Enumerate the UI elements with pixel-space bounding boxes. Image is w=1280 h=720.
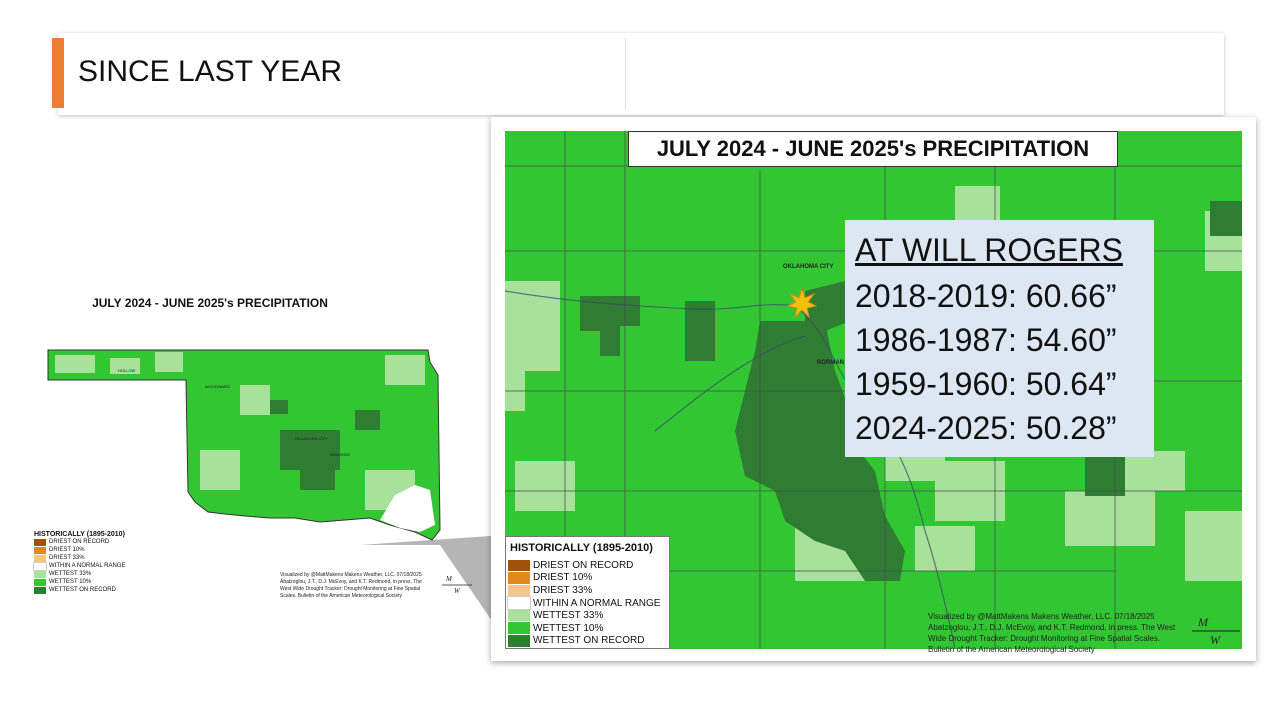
legend-item: DRIEST 10%	[34, 546, 125, 554]
legend-item: DRIEST ON RECORD	[34, 538, 125, 546]
legend-swatch	[34, 554, 46, 562]
legend-swatch	[34, 578, 46, 586]
legend-swatch	[508, 572, 530, 584]
legend-label: WETTEST 10%	[49, 579, 92, 585]
legend-item: WETTEST ON RECORD	[34, 586, 125, 594]
legend-label: WETTEST ON RECORD	[533, 635, 645, 647]
legend-label: DRIEST 10%	[533, 572, 593, 584]
legend-label: WETTEST 33%	[533, 610, 604, 622]
stats-row: 2018-2019: 60.66”	[855, 278, 1117, 314]
svg-text:W: W	[1210, 633, 1221, 647]
legend-label: WITHIN A NORMAL RANGE	[49, 563, 126, 569]
legend-swatch	[34, 586, 46, 594]
stats-row: 1959-1960: 50.64”	[855, 366, 1117, 402]
svg-text:SHAWNEE: SHAWNEE	[330, 452, 350, 457]
legend-item: DRIEST 10%	[508, 572, 660, 585]
city-label-oklahoma-city: OKLAHOMA CITY	[783, 264, 833, 270]
legend-item: WETTEST 33%	[508, 609, 660, 622]
legend-label: DRIEST 33%	[49, 555, 85, 561]
svg-text:WOODWARD: WOODWARD	[205, 384, 230, 389]
will-rogers-starburst-icon	[786, 287, 818, 319]
title-accent-bar	[52, 38, 64, 108]
legend-item: DRIEST 33%	[34, 554, 125, 562]
big-map-legend: HISTORICALLY (1895-2010) DRIEST ON RECOR…	[505, 536, 670, 649]
small-map-title: JULY 2024 - JUNE 2025's PRECIPITATION	[92, 296, 328, 310]
legend-swatch	[33, 561, 47, 571]
svg-text:W: W	[454, 587, 461, 595]
small-legend-title: HISTORICALLY (1895-2010)	[34, 531, 125, 538]
svg-text:M: M	[445, 575, 453, 583]
legend-label: WETTEST 10%	[533, 622, 604, 634]
legend-item: DRIEST ON RECORD	[508, 559, 660, 572]
legend-item: WETTEST ON RECORD	[508, 635, 660, 648]
city-label-norman: NORMAN	[817, 360, 844, 366]
legend-label: DRIEST ON RECORD	[533, 559, 634, 571]
big-map-title: JULY 2024 - JUNE 2025's PRECIPITATION	[628, 131, 1118, 167]
legend-item: WETTEST 10%	[34, 578, 125, 586]
legend-swatch	[508, 609, 530, 622]
legend-label: WETTEST ON RECORD	[49, 587, 116, 593]
legend-swatch	[508, 635, 530, 647]
will-rogers-stats-box: AT WILL ROGERS 2018-2019: 60.66” 1986-19…	[845, 220, 1154, 457]
legend-swatch	[508, 559, 530, 572]
legend-label: DRIEST ON RECORD	[49, 539, 110, 545]
title-bar	[58, 33, 1224, 115]
big-map-credit: Visualized by @MattMakens Makens Weather…	[928, 612, 1176, 654]
small-map-credit: Visualized by @MattMakens Makens Weather…	[280, 572, 422, 599]
legend-item: WITHIN A NORMAL RANGE	[507, 596, 661, 610]
stats-row: 2024-2025: 50.28”	[855, 410, 1117, 446]
legend-item: DRIEST 33%	[508, 584, 660, 597]
big-legend-title: HISTORICALLY (1895-2010)	[510, 542, 653, 554]
stats-row: 1986-1987: 54.60”	[855, 322, 1117, 358]
legend-swatch	[34, 546, 46, 554]
legend-label: DRIEST 10%	[49, 547, 85, 553]
svg-text:M: M	[1197, 615, 1209, 629]
small-map-state-shape	[47, 349, 441, 541]
slide-title: SINCE LAST YEAR	[78, 55, 342, 88]
stats-heading: AT WILL ROGERS	[855, 232, 1123, 268]
legend-label: WETTEST 33%	[49, 571, 92, 577]
small-map-logo-icon: M W	[442, 575, 472, 595]
legend-swatch	[34, 538, 46, 546]
small-map-legend: HISTORICALLY (1895-2010) DRIEST ON RECOR…	[33, 531, 126, 594]
legend-swatch	[508, 584, 530, 597]
legend-item: WETTEST 10%	[508, 622, 660, 635]
title-divider	[625, 38, 626, 110]
legend-label: WITHIN A NORMAL RANGE	[533, 597, 661, 609]
legend-label: DRIEST 33%	[533, 584, 593, 596]
svg-text:OKLAHOMA CITY: OKLAHOMA CITY	[295, 436, 328, 441]
legend-swatch	[508, 622, 530, 635]
legend-swatch	[34, 570, 46, 578]
legend-item: WETTEST 33%	[34, 570, 125, 578]
legend-item: WITHIN A NORMAL RANGE	[33, 561, 126, 571]
small-oklahoma-map: JULY 2024 - JUNE 2025's PRECIPITATION HO…	[47, 296, 441, 541]
legend-swatch	[507, 596, 531, 610]
svg-text:HOLLOW: HOLLOW	[118, 368, 136, 373]
big-map-logo-icon: M W	[1192, 615, 1240, 647]
